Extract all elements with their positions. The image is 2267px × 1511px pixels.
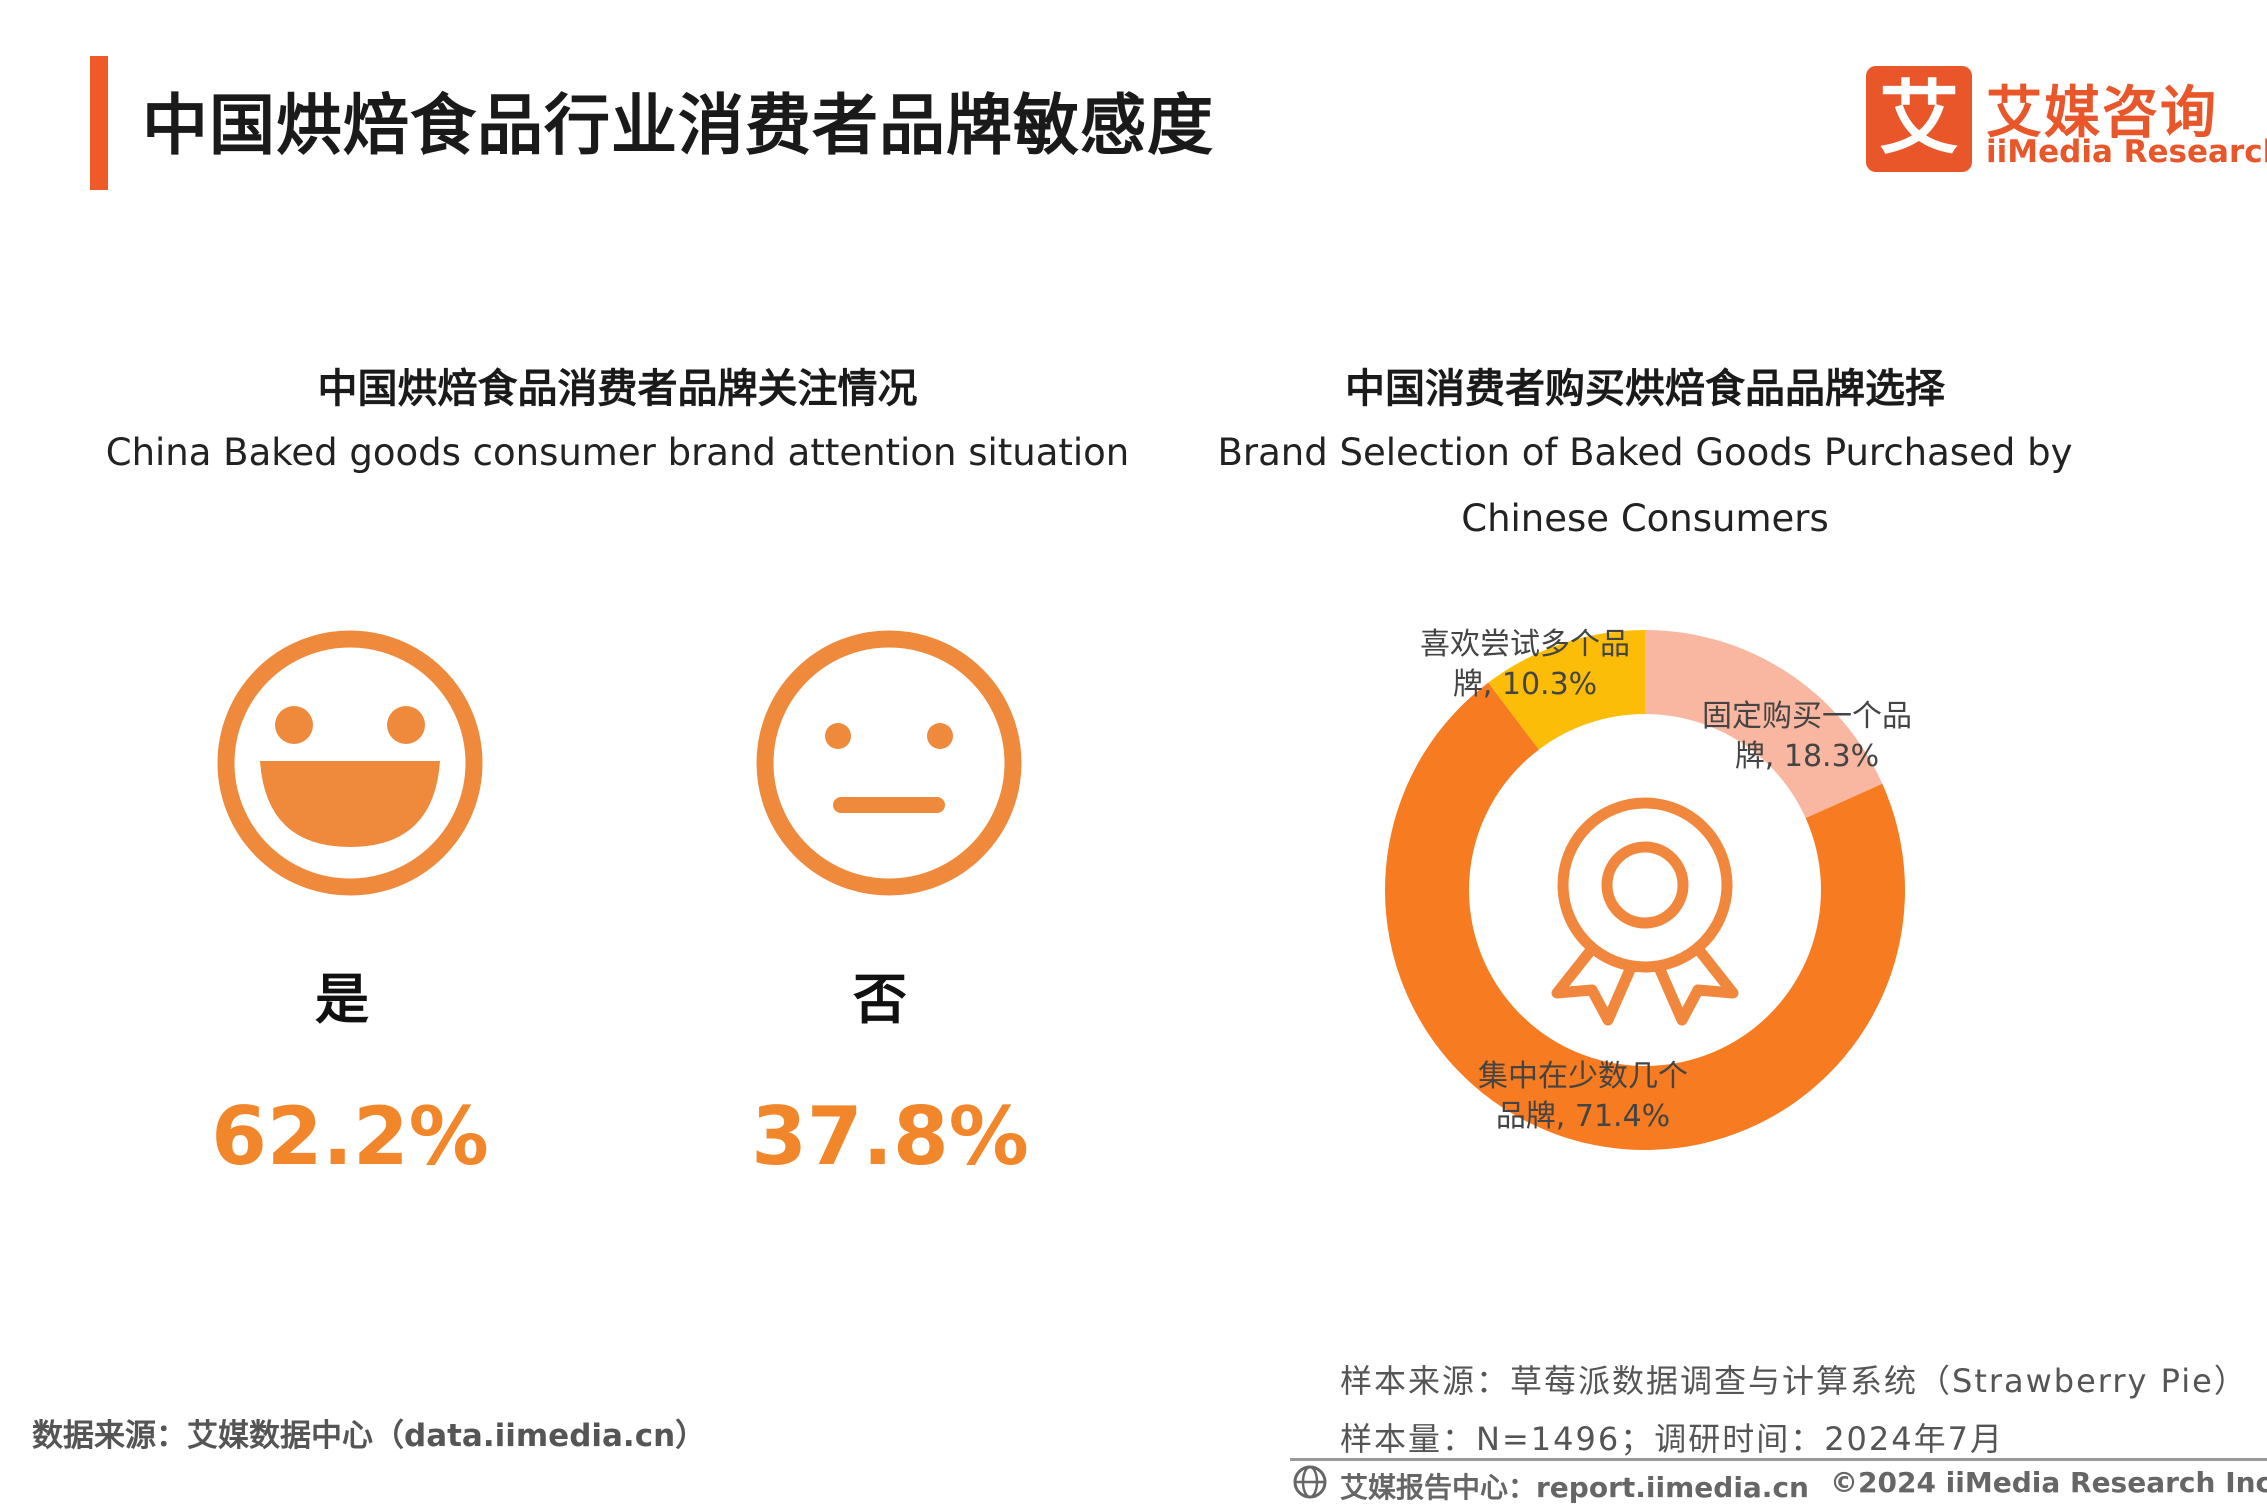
logo-text-en: iiMedia Research bbox=[1986, 134, 2267, 170]
yes-percent: 62.2% bbox=[211, 1090, 489, 1183]
logo-text-cn: 艾媒咨询 bbox=[1986, 81, 2218, 146]
no-percent: 37.8% bbox=[751, 1090, 1029, 1183]
logo-icon bbox=[1866, 66, 1972, 172]
right-section-title-en-line1: Brand Selection of Baked Goods Purchased… bbox=[1217, 431, 2073, 474]
left-section-title-en: China Baked goods consumer brand attenti… bbox=[105, 431, 1130, 474]
logo-char: 艾 bbox=[1879, 72, 1959, 165]
donut-label-fixed-one: 固定购买一个品 牌, 18.3% bbox=[1702, 697, 1912, 777]
donut-label-try-many-line2: 牌, 10.3% bbox=[1452, 667, 1598, 702]
right-section-title-en-line2: Chinese Consumers bbox=[1461, 497, 1829, 540]
right-section-title-cn: 中国消费者购买烘焙食品品牌选择 bbox=[1345, 366, 1945, 412]
report-center-link[interactable]: 艾媒报告中心：report.iimedia.cn bbox=[1340, 1471, 1809, 1504]
donut-label-few-brands-line2: 品牌, 71.4% bbox=[1495, 1099, 1671, 1134]
donut-label-fixed-one-line2: 牌, 18.3% bbox=[1734, 739, 1880, 774]
data-source: 数据来源：艾媒数据中心（data.iimedia.cn） bbox=[32, 1418, 707, 1454]
page-title: 中国烘焙食品行业消费者品牌敏感度 bbox=[142, 87, 1214, 164]
donut-label-try-many-line1: 喜欢尝试多个品 bbox=[1420, 627, 1630, 662]
globe-icon bbox=[1293, 1465, 1327, 1499]
sample-source: 样本来源：草莓派数据调查与计算系统（Strawberry Pie） bbox=[1340, 1362, 2248, 1400]
happy-face-icon bbox=[217, 630, 483, 896]
donut-slice-few-brands bbox=[1385, 682, 1905, 1150]
neutral-face-icon bbox=[756, 630, 1022, 896]
sample-size: 样本量：N=1496；调研时间：2024年7月 bbox=[1340, 1420, 2004, 1458]
no-label: 否 bbox=[853, 968, 907, 1031]
donut-label-try-many: 喜欢尝试多个品 牌, 10.3% bbox=[1420, 625, 1630, 705]
donut-label-few-brands: 集中在少数几个 品牌, 71.4% bbox=[1478, 1057, 1688, 1137]
title-accent-bar bbox=[90, 56, 108, 190]
left-section-title-cn: 中国烘焙食品消费者品牌关注情况 bbox=[317, 366, 918, 412]
donut-label-fixed-one-line1: 固定购买一个品 bbox=[1702, 699, 1912, 734]
donut-label-few-brands-line1: 集中在少数几个 bbox=[1478, 1059, 1688, 1094]
yes-label: 是 bbox=[315, 968, 369, 1031]
donut-slice-try-many bbox=[1488, 630, 1645, 750]
award-ribbon-icon bbox=[1551, 797, 1739, 1026]
footer-divider bbox=[1290, 1458, 2267, 1461]
brand-selection-donut-chart bbox=[1385, 630, 1905, 1150]
copyright: ©2024 iiMedia Research Inc bbox=[1830, 1466, 2267, 1499]
donut-slice-fixed-one bbox=[1645, 630, 1883, 819]
